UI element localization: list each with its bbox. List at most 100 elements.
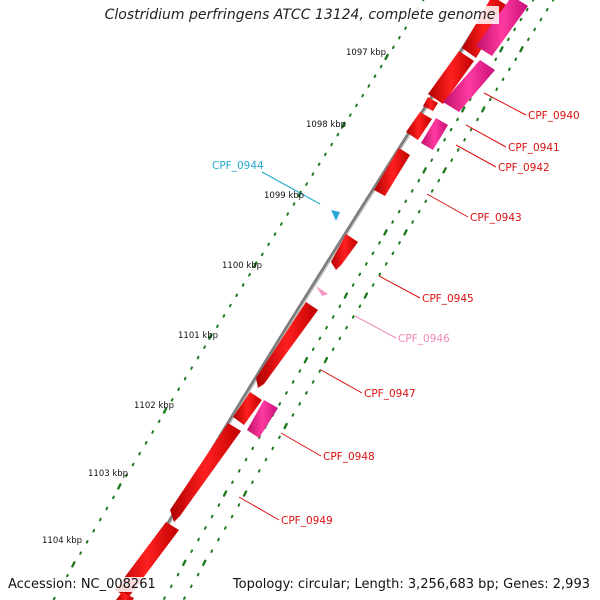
tick-mark: [151, 430, 155, 434]
tick-mark: [273, 232, 277, 236]
tick-mark: [144, 441, 148, 445]
scale-labels: 1097 kbp 1098 kbp 1099 kbp 1100 kbp 1101…: [42, 48, 386, 546]
tick-mark: [384, 262, 388, 266]
gene-arrow-pink-0940[interactable]: [443, 60, 495, 112]
gene-arrow-CPF_0949[interactable]: [170, 423, 241, 522]
tick-mark: [66, 573, 69, 578]
tick-mark: [131, 462, 135, 467]
tick-mark: [298, 402, 302, 406]
tick-mark: [303, 356, 309, 364]
gene-arrow-CPF_0940[interactable]: [428, 51, 474, 104]
scale-label: 1099 kbp: [264, 191, 304, 201]
tick-mark: [539, 17, 543, 22]
tick-mark: [514, 57, 518, 62]
tick-mark: [533, 27, 537, 32]
tick-mark: [317, 162, 321, 166]
tick-mark: [264, 457, 268, 462]
tick-mark: [231, 480, 234, 484]
gene-arrow-CPF_0942[interactable]: [406, 112, 432, 140]
tick-mark: [513, 27, 517, 32]
tick-mark: [345, 325, 348, 330]
gene-arrow-CPF_0944[interactable]: [331, 210, 340, 221]
leader-CPF_0944: [261, 171, 321, 205]
gene-arrow-CPF_0948[interactable]: [247, 400, 278, 438]
tick-mark: [330, 142, 334, 147]
gene-label[interactable]: CPF_0940: [528, 110, 580, 122]
gene-label[interactable]: CPF_0947: [364, 388, 416, 400]
gene-label[interactable]: CPF_0942: [498, 162, 550, 174]
tick-mark: [283, 422, 288, 430]
tick-mark: [216, 324, 219, 329]
tick-mark: [398, 35, 401, 40]
gene-arrow-CPF_0948-red[interactable]: [233, 392, 262, 425]
gene-label[interactable]: CPF_0944: [212, 160, 264, 172]
tick-mark: [202, 559, 207, 567]
gene-arrow-CPF_0946[interactable]: [316, 286, 328, 296]
gene-arrow-pink-0942[interactable]: [421, 118, 448, 150]
gene-label[interactable]: CPF_0946: [398, 333, 450, 345]
tick-mark: [182, 559, 187, 567]
tick-mark: [208, 333, 213, 340]
tick-mark: [442, 167, 447, 174]
scale-label: 1102 kbp: [134, 401, 174, 411]
scale-label: 1097 kbp: [346, 48, 386, 58]
tick-mark: [286, 212, 290, 216]
tick-mark: [501, 77, 505, 81]
tick-mark: [237, 469, 241, 473]
gene-arrow-CPF_0945[interactable]: [331, 234, 358, 270]
gene-label[interactable]: CPF_0943: [470, 212, 522, 224]
tick-mark: [170, 398, 174, 402]
tick-mark: [217, 503, 221, 507]
tick-mark: [92, 528, 96, 533]
gene-label[interactable]: CPF_0941: [508, 142, 560, 154]
tick-mark: [338, 336, 342, 341]
gene-arrow-CPF_0947[interactable]: [256, 302, 318, 388]
tick-mark: [292, 202, 296, 206]
tick-mark: [450, 158, 454, 162]
tick-mark: [222, 490, 228, 497]
gene-arrow-CPF_0943[interactable]: [374, 148, 410, 196]
tick-mark: [105, 506, 109, 511]
tick-mark: [235, 293, 239, 298]
tick-mark: [437, 178, 441, 183]
tick-mark: [371, 251, 375, 256]
tick-mark: [424, 199, 428, 204]
leader-CPF_0946: [354, 315, 397, 339]
tick-mark: [230, 514, 234, 519]
tick-mark: [305, 182, 308, 186]
tick-mark: [519, 17, 523, 22]
tick-mark: [430, 189, 434, 193]
tick-mark: [379, 64, 383, 69]
leader-CPF_0949: [238, 496, 280, 521]
tick-mark: [391, 220, 395, 224]
scale-label: 1104 kbp: [42, 536, 82, 546]
gene-labels: CPF_0940 CPF_0941 CPF_0942 CPF_0943 CPF_…: [212, 110, 580, 527]
gene-arrow-bottom-red-2[interactable]: [116, 592, 134, 600]
tick-mark: [52, 596, 56, 600]
tick-mark: [436, 148, 440, 152]
tick-mark: [190, 366, 193, 370]
gene-arrow-top-pink-1[interactable]: [476, 0, 528, 56]
tick-mark: [525, 7, 529, 12]
leader-CPF_0945: [378, 275, 421, 299]
tick-mark: [176, 572, 180, 577]
tick-mark: [251, 446, 255, 451]
tick-mark: [343, 292, 349, 299]
tick-mark: [157, 419, 161, 424]
tick-mark: [361, 93, 365, 98]
gene-label[interactable]: CPF_0945: [422, 293, 474, 305]
gene-label[interactable]: CPF_0949: [281, 515, 333, 527]
tick-mark: [325, 325, 328, 330]
tick-mark: [398, 241, 401, 245]
leader-CPF_0943: [426, 193, 469, 218]
gene-arrow-CPF_0941[interactable]: [423, 97, 438, 111]
scale-label: 1101 kbp: [178, 331, 218, 341]
tick-mark: [196, 572, 200, 577]
leader-CPF_0947: [320, 369, 363, 394]
tick-mark: [318, 369, 322, 373]
tick-mark: [241, 283, 245, 287]
gene-label[interactable]: CPF_0948: [323, 451, 375, 463]
tick-mark: [242, 490, 248, 497]
tick-mark: [552, 0, 555, 2]
